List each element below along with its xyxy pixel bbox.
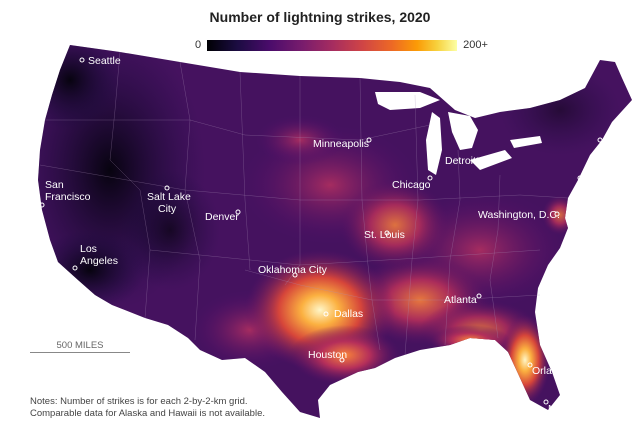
state-borders xyxy=(39,51,569,356)
legend-min-label: 0 xyxy=(195,39,202,51)
city-label-san-francisco-2: Francisco xyxy=(45,191,91,203)
city-marker-denver xyxy=(235,209,241,215)
city-label-houston: Houston xyxy=(308,349,347,361)
city-label-oklahoma-city: Oklahoma City xyxy=(258,264,328,276)
city-label-miami: Miami xyxy=(548,403,576,415)
city-label-seattle: Seattle xyxy=(88,55,121,67)
city-marker-chicago xyxy=(427,175,433,181)
city-label-chicago: Chicago xyxy=(392,179,431,191)
city-marker-houston xyxy=(339,357,345,363)
city-label-new-york: New York xyxy=(584,173,629,185)
city-label-minneapolis: Minneapolis xyxy=(313,138,369,150)
city-label-los-angeles-1: Los xyxy=(80,243,97,255)
city-marker-orlando xyxy=(527,362,533,368)
map-notes: Notes: Number of strikes is for each 2-b… xyxy=(30,396,265,420)
city-marker-salt-lake-city xyxy=(164,185,170,191)
notes-line-2: Comparable data for Alaska and Hawaii is… xyxy=(30,408,265,419)
city-marker-san-francisco xyxy=(39,202,45,208)
city-marker-minneapolis xyxy=(366,137,372,143)
city-markers xyxy=(39,57,603,405)
city-labels: Seattle San Francisco Los Angeles Salt L… xyxy=(45,55,639,415)
great-lakes xyxy=(375,92,542,175)
city-label-detroit: Detroit xyxy=(445,155,476,167)
city-marker-detroit xyxy=(475,157,481,163)
legend-gradient-bar xyxy=(207,39,458,51)
scale-bar: 500 MILES xyxy=(30,340,130,353)
map-title: Number of lightning strikes, 2020 xyxy=(209,9,431,25)
city-label-washington: Washington, D.C. xyxy=(478,209,560,221)
city-marker-new-york xyxy=(577,175,583,181)
city-marker-washington xyxy=(554,211,560,217)
city-marker-miami xyxy=(543,399,549,405)
legend-max-label: 200+ xyxy=(463,39,488,51)
city-label-salt-lake-1: Salt Lake xyxy=(147,191,191,203)
city-label-orlando: Orlando xyxy=(532,365,570,377)
city-label-los-angeles-2: Angeles xyxy=(80,255,118,267)
color-legend: 0 200+ xyxy=(195,38,488,52)
city-marker-boston xyxy=(597,137,603,143)
city-marker-atlanta xyxy=(476,293,482,299)
city-label-boston: Boston xyxy=(606,131,639,143)
notes-line-1: Notes: Number of strikes is for each 2-b… xyxy=(30,396,248,407)
city-marker-st-louis xyxy=(384,230,390,236)
city-label-san-francisco-1: San xyxy=(45,179,64,191)
city-marker-los-angeles xyxy=(72,265,78,271)
city-marker-oklahoma-city xyxy=(292,272,298,278)
city-label-salt-lake-2: City xyxy=(158,203,177,215)
city-marker-dallas xyxy=(323,311,329,317)
city-label-denver: Denver xyxy=(205,211,239,223)
city-label-st-louis: St. Louis xyxy=(364,229,405,241)
city-marker-seattle xyxy=(79,57,85,63)
city-label-atlanta: Atlanta xyxy=(444,294,477,306)
city-label-dallas: Dallas xyxy=(334,308,363,320)
